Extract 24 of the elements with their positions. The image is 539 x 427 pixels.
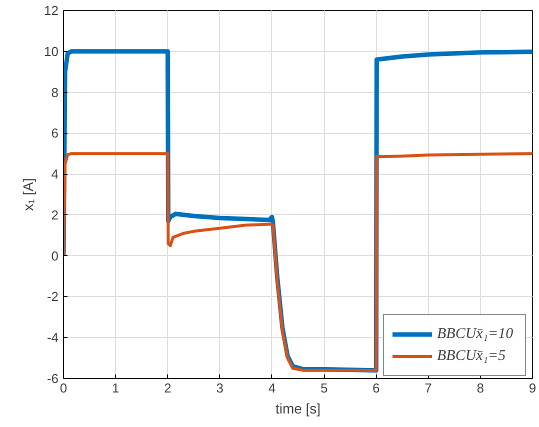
x-tick-label: 4 <box>268 380 276 396</box>
y-tick-label: 0 <box>51 248 59 264</box>
y-axis-title: x₁ [A] <box>20 178 36 211</box>
x-tick-label: 7 <box>424 380 432 396</box>
y-tick-label: -6 <box>46 371 59 386</box>
y-tick-label: 12 <box>44 3 59 18</box>
x-tick-label: 2 <box>164 380 172 396</box>
x-tick-label: 9 <box>528 380 536 396</box>
x-tick-label: 1 <box>112 380 120 396</box>
line-series <box>64 152 532 372</box>
x-tick-label: 3 <box>216 380 224 396</box>
x-tick-label: 6 <box>372 380 380 396</box>
x-tick-label: 5 <box>320 380 328 396</box>
y-tick-label: -4 <box>46 330 59 346</box>
legend-label: BBCUx̄₁=5 <box>437 346 507 366</box>
y-tick-label: 4 <box>51 166 59 182</box>
y-tick-label: 2 <box>51 207 59 222</box>
y-tick-label: 8 <box>51 84 59 100</box>
y-tick-label: 6 <box>51 126 59 141</box>
y-tick-label: 10 <box>44 44 59 59</box>
x-axis-title: time [s] <box>275 400 321 416</box>
y-tick-label: -2 <box>46 289 59 304</box>
legend-label: BBCUx̄₁=10 <box>437 324 514 344</box>
x-tick-label: 8 <box>476 380 484 396</box>
